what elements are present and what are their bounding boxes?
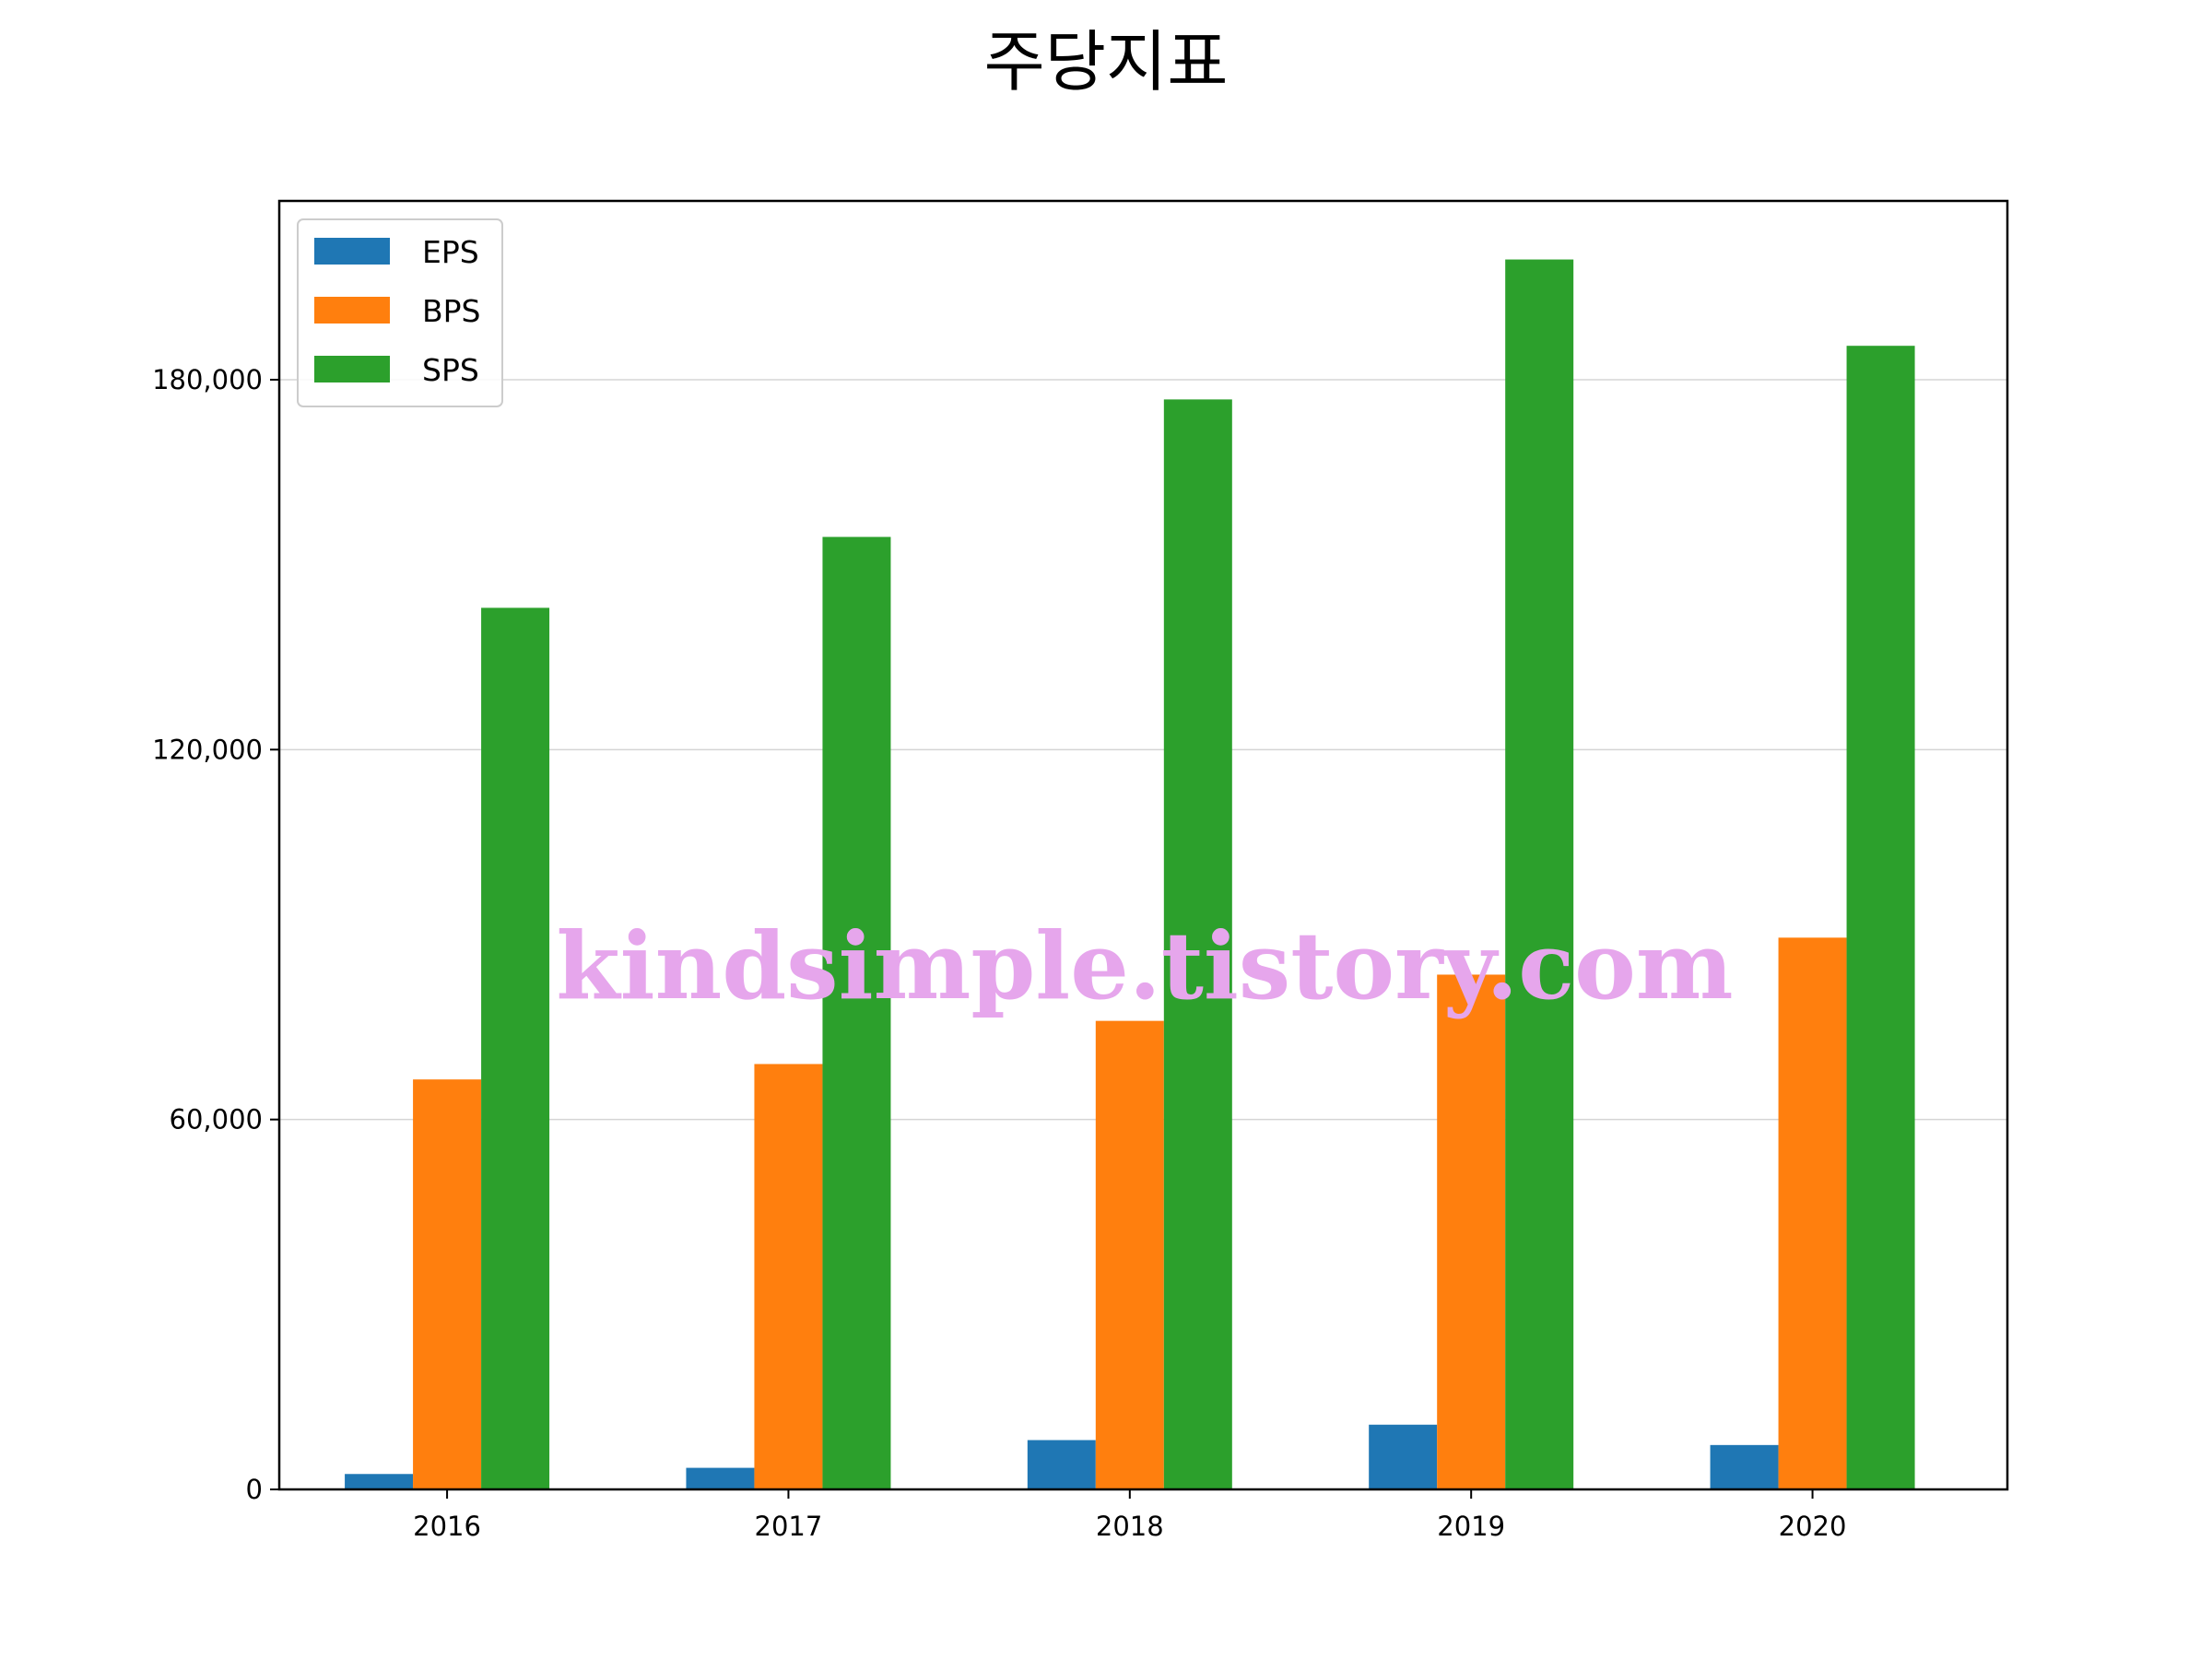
x-tick-label: 2017 [755,1511,823,1542]
axis-ticks: 0 60,000 120,000 180,000 2016 2017 2018 2019 202… [152,364,1846,1542]
bar-sps-2020 [1846,346,1915,1489]
bar-sps-2019 [1505,259,1574,1490]
chart-title: 주당지표 [984,23,1229,100]
legend-swatch-eps [314,238,390,265]
x-tick-label: 2019 [1437,1511,1505,1542]
x-tick-label: 2016 [413,1511,481,1542]
bar-bps-2020 [1778,937,1847,1489]
y-tick-label: 180,000 [152,364,263,395]
bar-sps-2017 [822,536,891,1489]
bar-eps-2019 [1369,1424,1438,1489]
bar-bps-2016 [413,1079,482,1489]
legend-label-eps: EPS [422,234,479,270]
bar-eps-2020 [1710,1444,1779,1489]
y-tick-label: 120,000 [152,734,263,765]
plot-frame [277,199,2009,1491]
x-tick-label: 2018 [1096,1511,1164,1542]
bar-eps-2016 [345,1474,414,1489]
bar-bps-2019 [1437,974,1506,1489]
legend-swatch-sps [314,356,390,382]
bar-bps-2018 [1095,1020,1164,1489]
bar-eps-2017 [686,1467,755,1489]
legend-label-sps: SPS [422,352,479,388]
legend-label-bps: BPS [422,293,481,329]
y-tick-label: 0 [246,1474,263,1505]
bars [345,259,1915,1490]
y-tick-label: 60,000 [170,1104,263,1135]
x-tick-label: 2020 [1779,1511,1847,1542]
bar-sps-2018 [1163,399,1232,1490]
bar-sps-2016 [481,607,550,1489]
watermark-text: kindsimple.tistory.com [556,912,1733,1020]
legend-swatch-bps [314,297,390,324]
bar-eps-2018 [1027,1440,1096,1489]
legend: EPS BPS SPS [297,218,503,407]
bar-bps-2017 [754,1064,823,1489]
